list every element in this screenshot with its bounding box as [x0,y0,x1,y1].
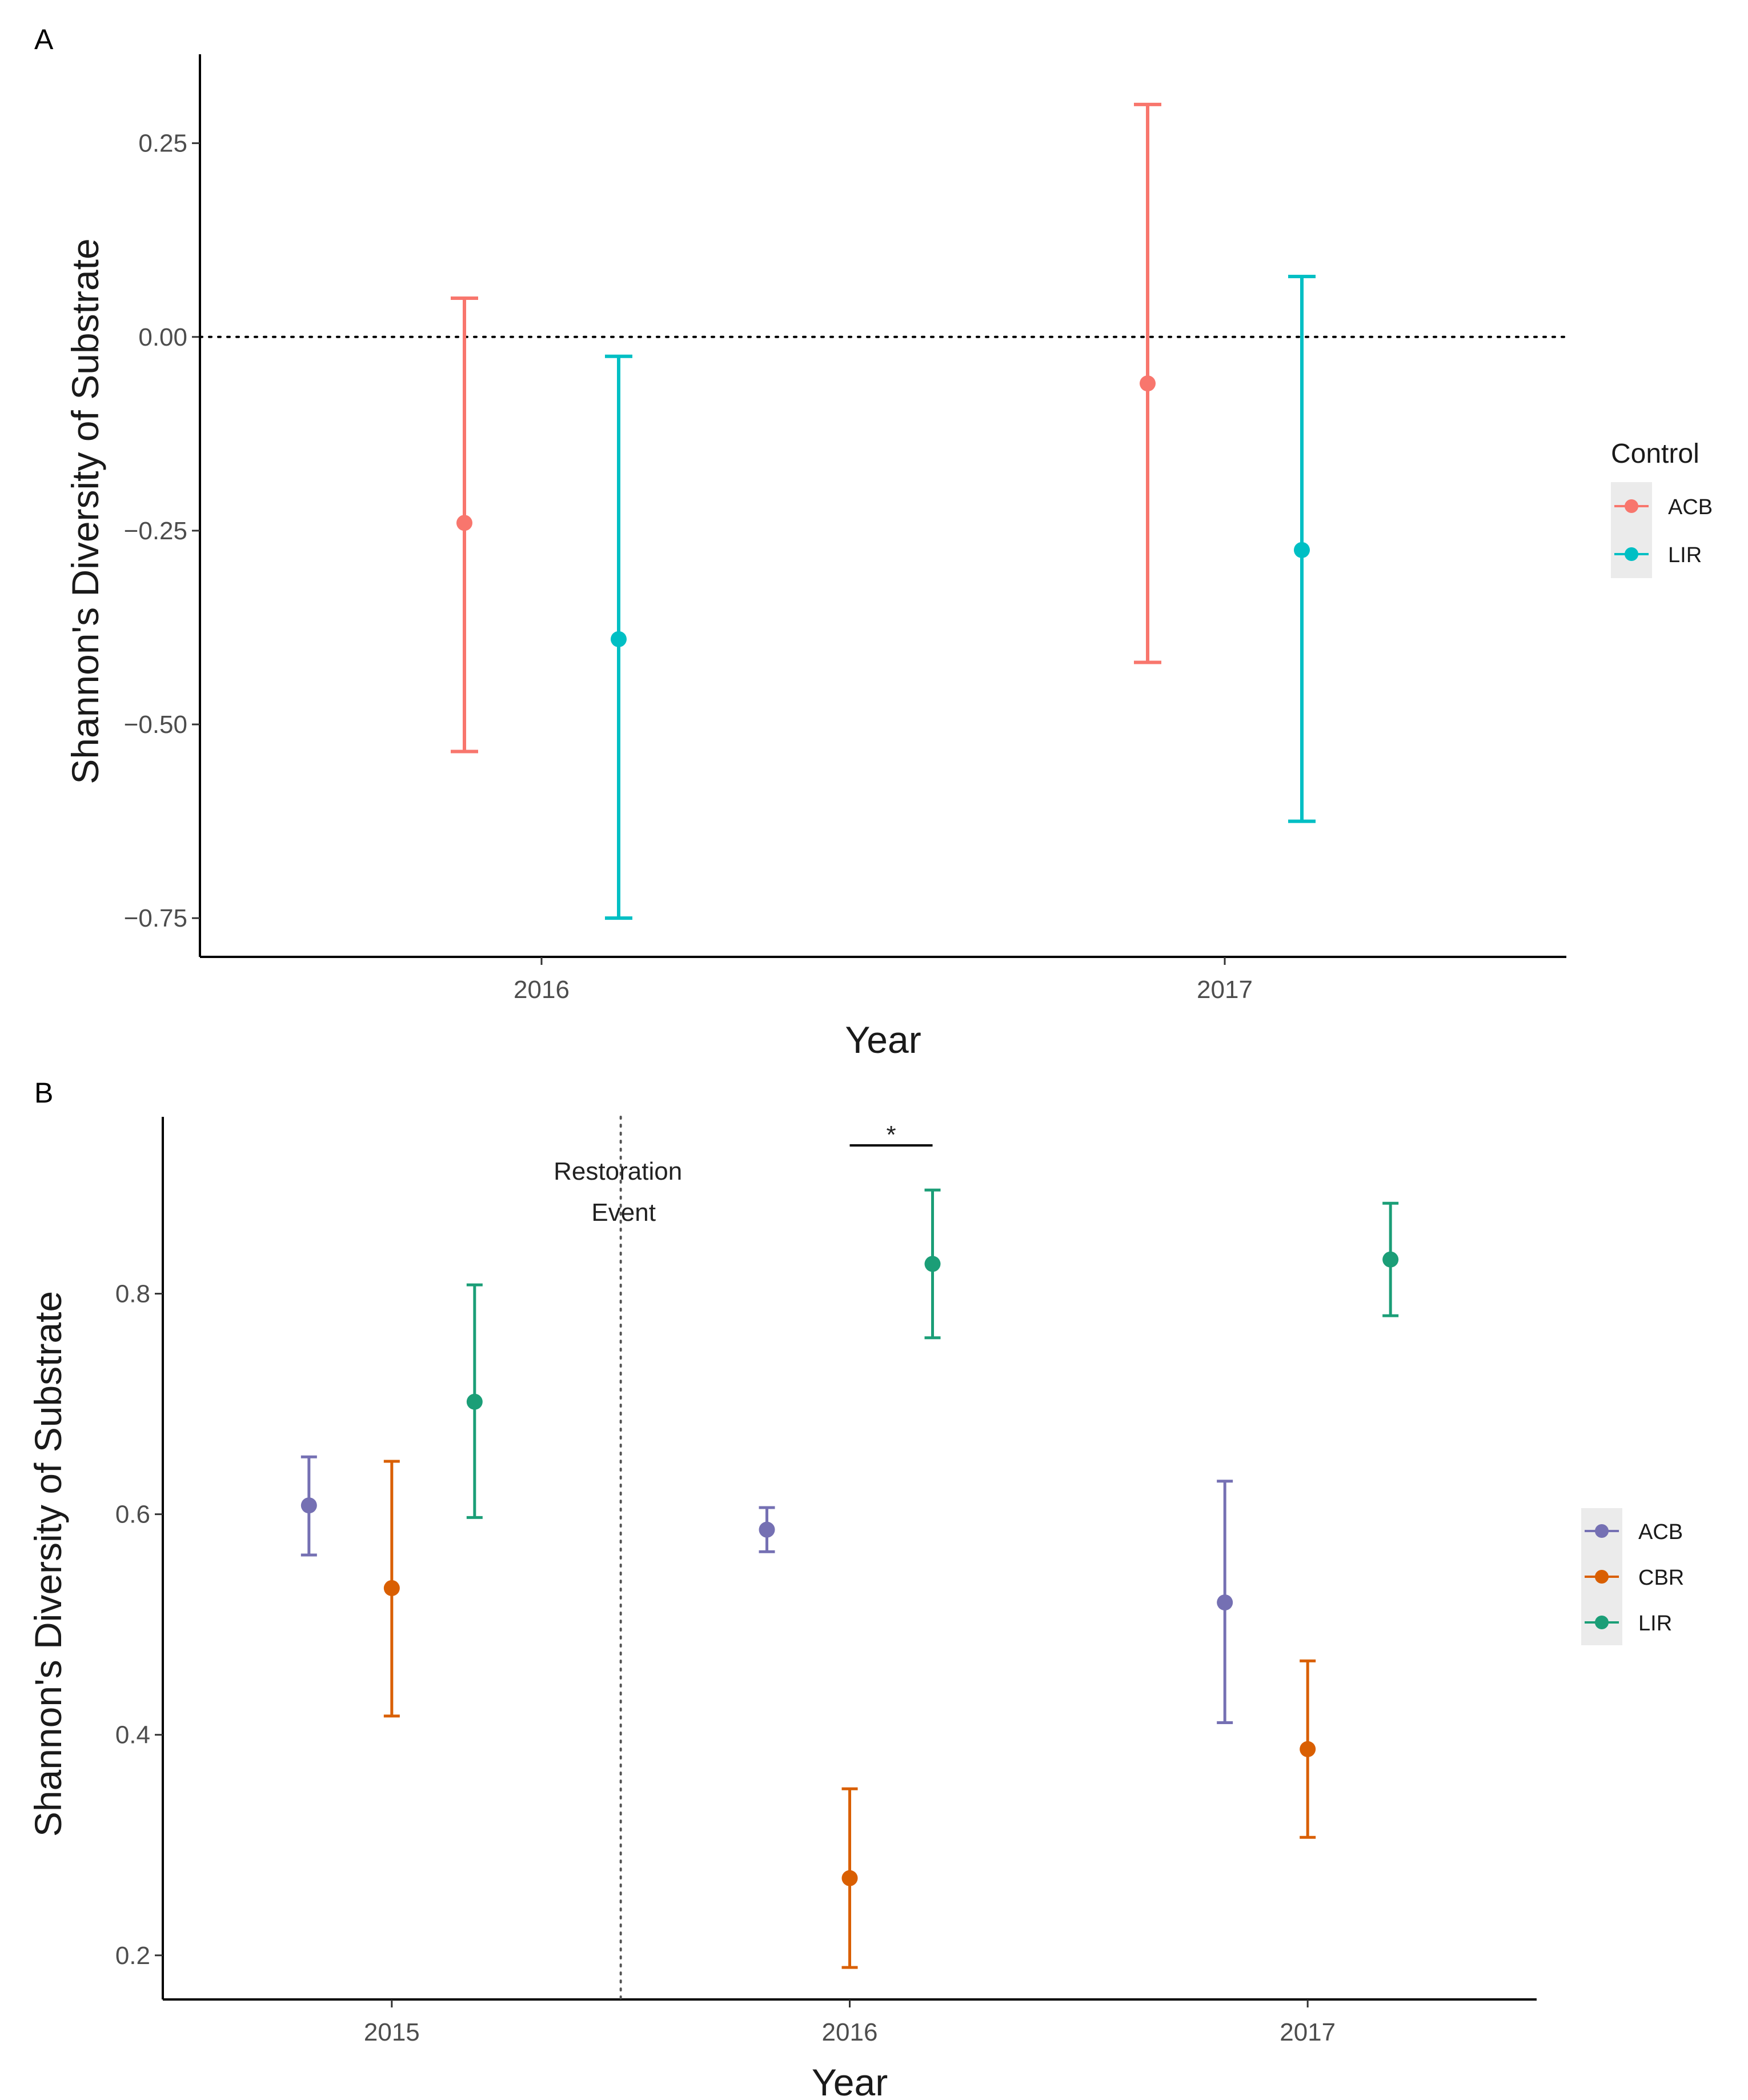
y-tick-label: −0.25 [124,517,187,545]
data-point-acb [456,515,472,531]
data-point-acb [1217,1594,1233,1611]
legend-label-acb: ACB [1638,1520,1683,1544]
y-axis-title: Shannon's Diversity of Substrate [64,238,106,784]
data-point-lir [466,1393,483,1410]
y-tick-label: −0.75 [124,904,187,932]
x-axis-title: Year [812,2061,888,2100]
significance-star: * [886,1121,896,1149]
x-tick-label: 2016 [514,976,570,1004]
x-axis-title: Year [845,1019,921,1061]
x-tick-label: 2015 [364,2018,420,2046]
restoration-event-label: Restoration [554,1157,682,1185]
y-tick-label: 0.00 [138,323,187,351]
legend-key-point [1595,1616,1609,1629]
x-tick-label: 2017 [1197,976,1253,1004]
legend-key-point [1625,499,1638,513]
restoration-event-label: Event [591,1199,656,1227]
legend-title: Control [1611,439,1699,469]
legend-label-cbr: CBR [1638,1566,1684,1590]
panel-a-letter: A [34,23,54,55]
data-point-lir [611,631,627,647]
legend-key-point [1595,1570,1609,1584]
legend-label-acb: ACB [1668,495,1713,519]
data-point-cbr [841,1870,858,1886]
data-point-acb [300,1497,317,1514]
data-point-lir [1382,1251,1399,1268]
y-tick-label: 0.8 [115,1280,150,1308]
panel-b-letter: B [34,1077,53,1109]
x-tick-label: 2016 [822,2018,878,2046]
x-tick-label: 2017 [1280,2018,1336,2046]
legend-key-point [1595,1524,1609,1538]
legend-label-lir: LIR [1638,1612,1672,1636]
data-point-lir [924,1256,941,1272]
panel-b-chart: 0.8 0.6 0.4 0.2 2015 2016 2017 Year Shannon's Di… [27,1116,1684,2100]
y-tick-label: −0.50 [124,711,187,739]
data-point-acb [759,1521,775,1538]
y-axis-title: Shannon's Diversity of Substrate [27,1291,69,1837]
y-tick-label: 0.4 [115,1721,150,1749]
data-point-lir [1294,542,1310,558]
data-point-cbr [383,1580,400,1596]
data-point-acb [1140,375,1156,392]
y-tick-label: 0.2 [115,1942,150,1970]
y-tick-label: 0.6 [115,1501,150,1529]
legend-label-lir: LIR [1668,543,1702,567]
y-tick-label: 0.25 [138,130,187,158]
data-point-cbr [1300,1741,1316,1757]
legend-key-point [1625,547,1638,561]
panel-a-chart: 0.25 0.00 −0.25 −0.50 −0.75 2016 2017 Year Shann… [64,54,1713,1061]
